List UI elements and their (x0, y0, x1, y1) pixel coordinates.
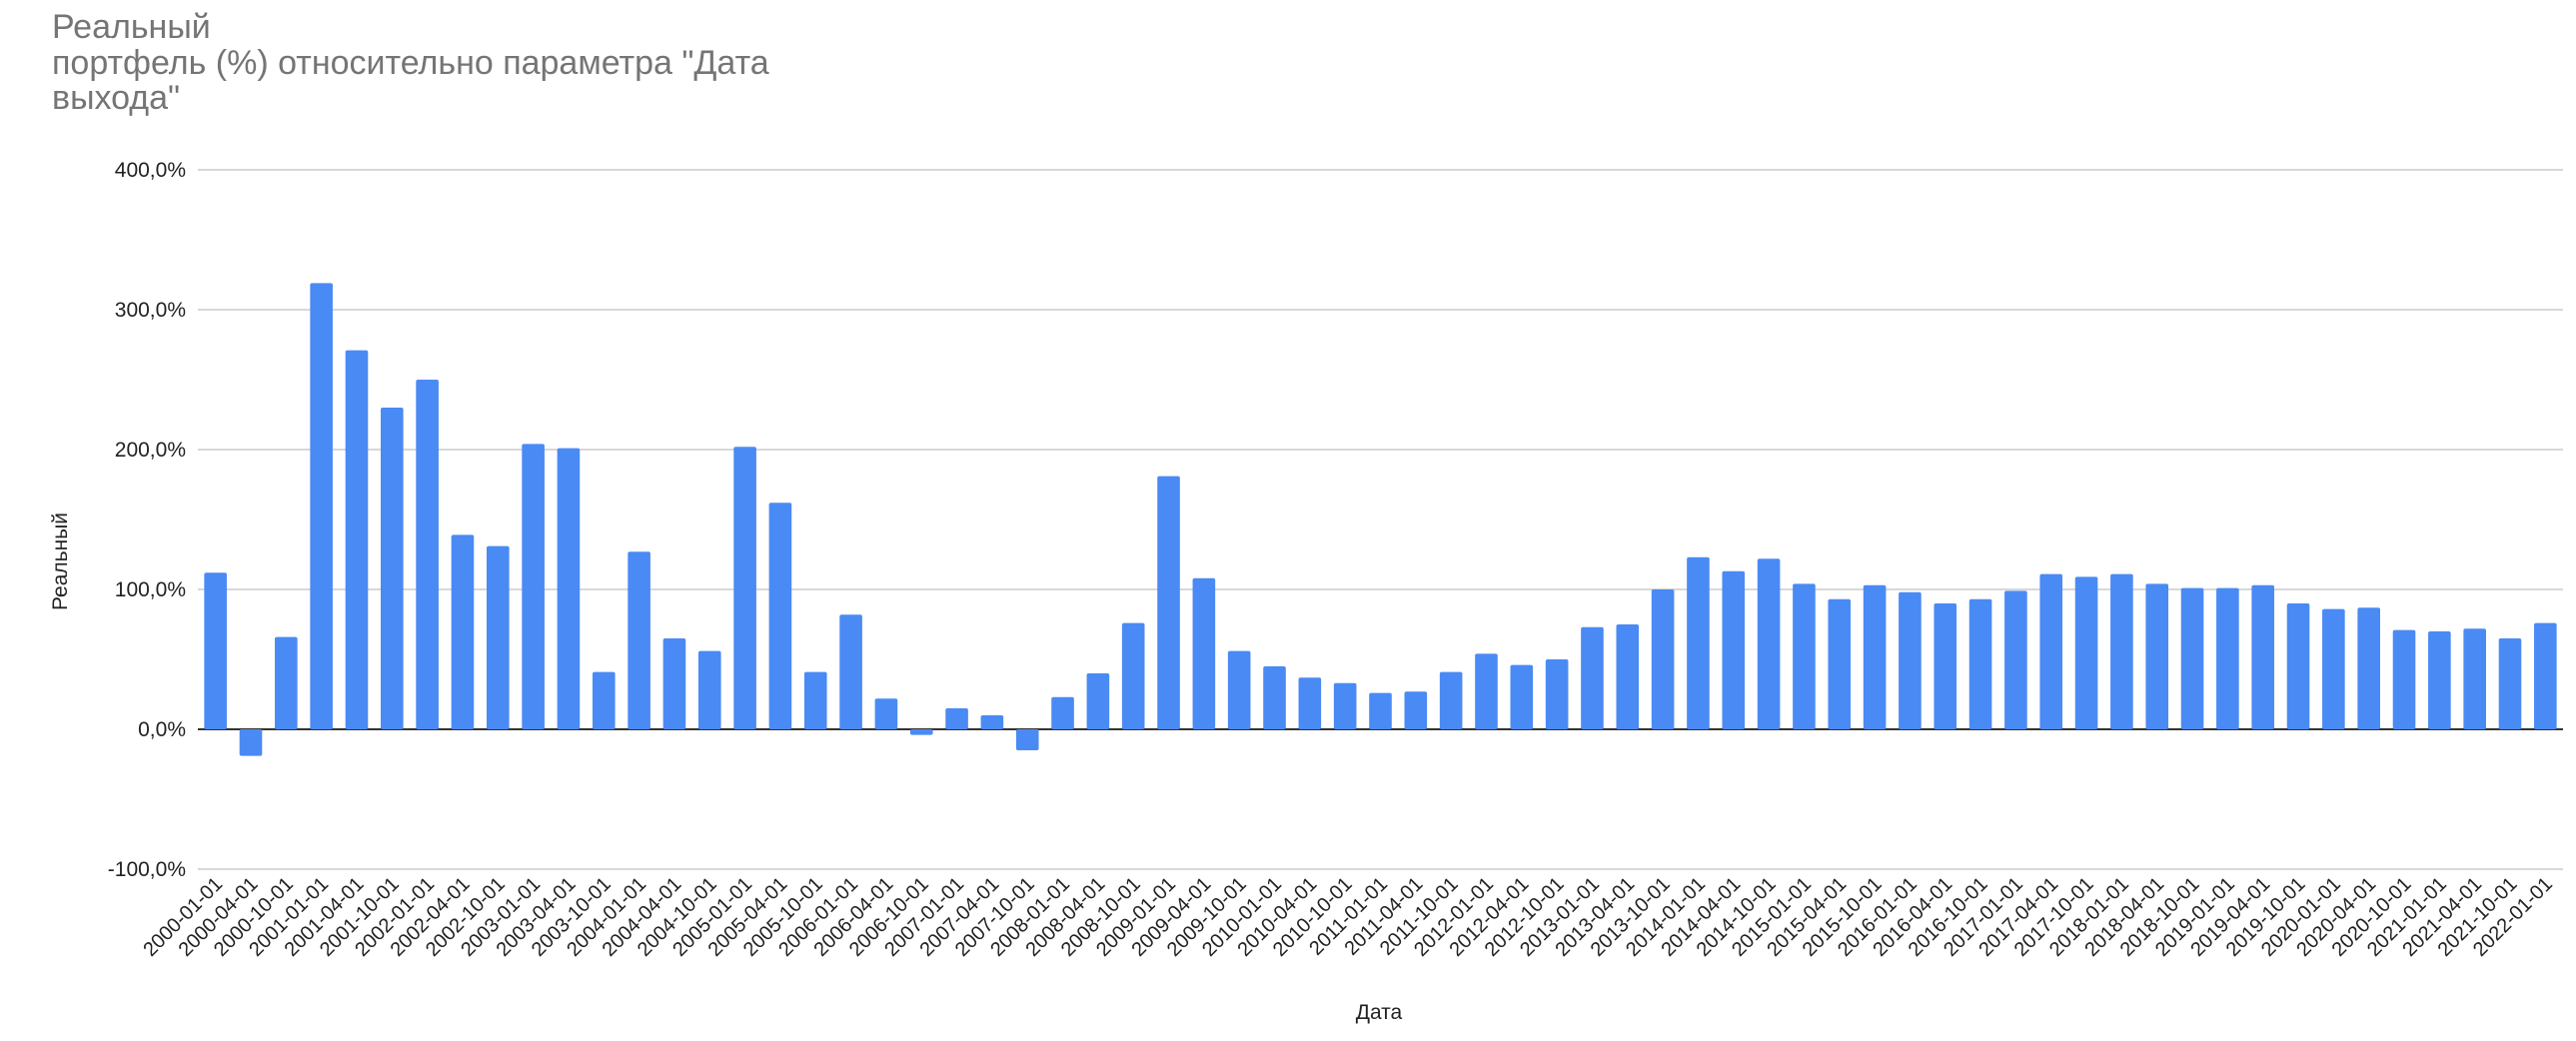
bar (1263, 666, 1286, 729)
bar (345, 350, 369, 729)
bar (628, 551, 650, 729)
bar (1651, 589, 1675, 729)
bar (2074, 576, 2098, 729)
bar (1933, 603, 1957, 729)
bar (2180, 587, 2204, 729)
bar (697, 650, 721, 729)
bar (451, 534, 475, 729)
bar (2322, 608, 2345, 729)
y-tick-label: 0,0% (138, 718, 186, 741)
bar (1475, 653, 1498, 729)
bar (1369, 692, 1392, 729)
bar (1616, 624, 1640, 729)
bar (909, 729, 933, 735)
bar (2110, 573, 2133, 729)
y-tick-label: 200,0% (115, 439, 186, 462)
bar (416, 380, 439, 729)
bar (239, 729, 263, 756)
bar (803, 671, 827, 729)
bar (1333, 682, 1357, 729)
bar (1722, 570, 1746, 729)
bar (1863, 584, 1887, 729)
bar (980, 715, 1004, 729)
bar (2145, 583, 2169, 729)
bar (522, 444, 545, 729)
bar (662, 638, 686, 729)
bar (486, 545, 510, 729)
bar (1793, 583, 1816, 729)
bar (768, 503, 792, 729)
bar (1227, 650, 1251, 729)
y-tick-labels: -100,0% 0,0% 100,0% 200,0% 300,0% 400,0% (108, 159, 186, 881)
bar (1298, 677, 1322, 729)
bar (204, 572, 227, 729)
bar (1086, 673, 1110, 729)
bar (1015, 729, 1039, 750)
x-axis-title: Дата (1356, 1001, 1403, 1024)
bar (874, 698, 898, 729)
bar (2463, 628, 2486, 729)
bar (1439, 671, 1463, 729)
bar (2251, 584, 2275, 729)
bar (310, 283, 333, 729)
bar (2286, 603, 2310, 729)
chart-title: Реальный портфель (%) относительно парам… (52, 8, 769, 118)
bar (945, 708, 968, 729)
bar (1545, 659, 1569, 729)
bar (839, 614, 862, 729)
bar (2498, 638, 2522, 729)
bar (1157, 476, 1180, 729)
bar (2428, 631, 2451, 729)
bar (1828, 598, 1852, 729)
bar (2004, 590, 2027, 729)
bar (2039, 573, 2063, 729)
bar (1121, 622, 1145, 729)
bar (557, 448, 581, 729)
y-axis-title: Реальный (49, 513, 72, 610)
gridlines (198, 169, 2563, 870)
bar (2534, 622, 2557, 729)
x-tick-labels: 2000-01-012000-04-012000-10-012001-01-01… (139, 873, 2557, 961)
y-tick-label: 300,0% (115, 299, 186, 322)
bar (1968, 598, 1992, 729)
bar (2216, 587, 2239, 729)
bar (1051, 696, 1074, 729)
bar (1192, 577, 1216, 729)
bar (1510, 664, 1534, 729)
bar (381, 408, 404, 729)
bar (733, 447, 756, 729)
bar (2392, 629, 2416, 729)
bar (1899, 591, 1922, 729)
y-tick-label: -100,0% (108, 858, 186, 881)
bars (204, 283, 2557, 756)
bar (275, 636, 298, 729)
bar (592, 671, 616, 729)
bar (1581, 626, 1604, 729)
bar (1757, 558, 1781, 729)
bar (2357, 607, 2380, 729)
bar (1404, 691, 1428, 729)
y-tick-label: 400,0% (115, 159, 186, 182)
bar (1687, 556, 1710, 729)
y-tick-label: 100,0% (115, 578, 186, 601)
